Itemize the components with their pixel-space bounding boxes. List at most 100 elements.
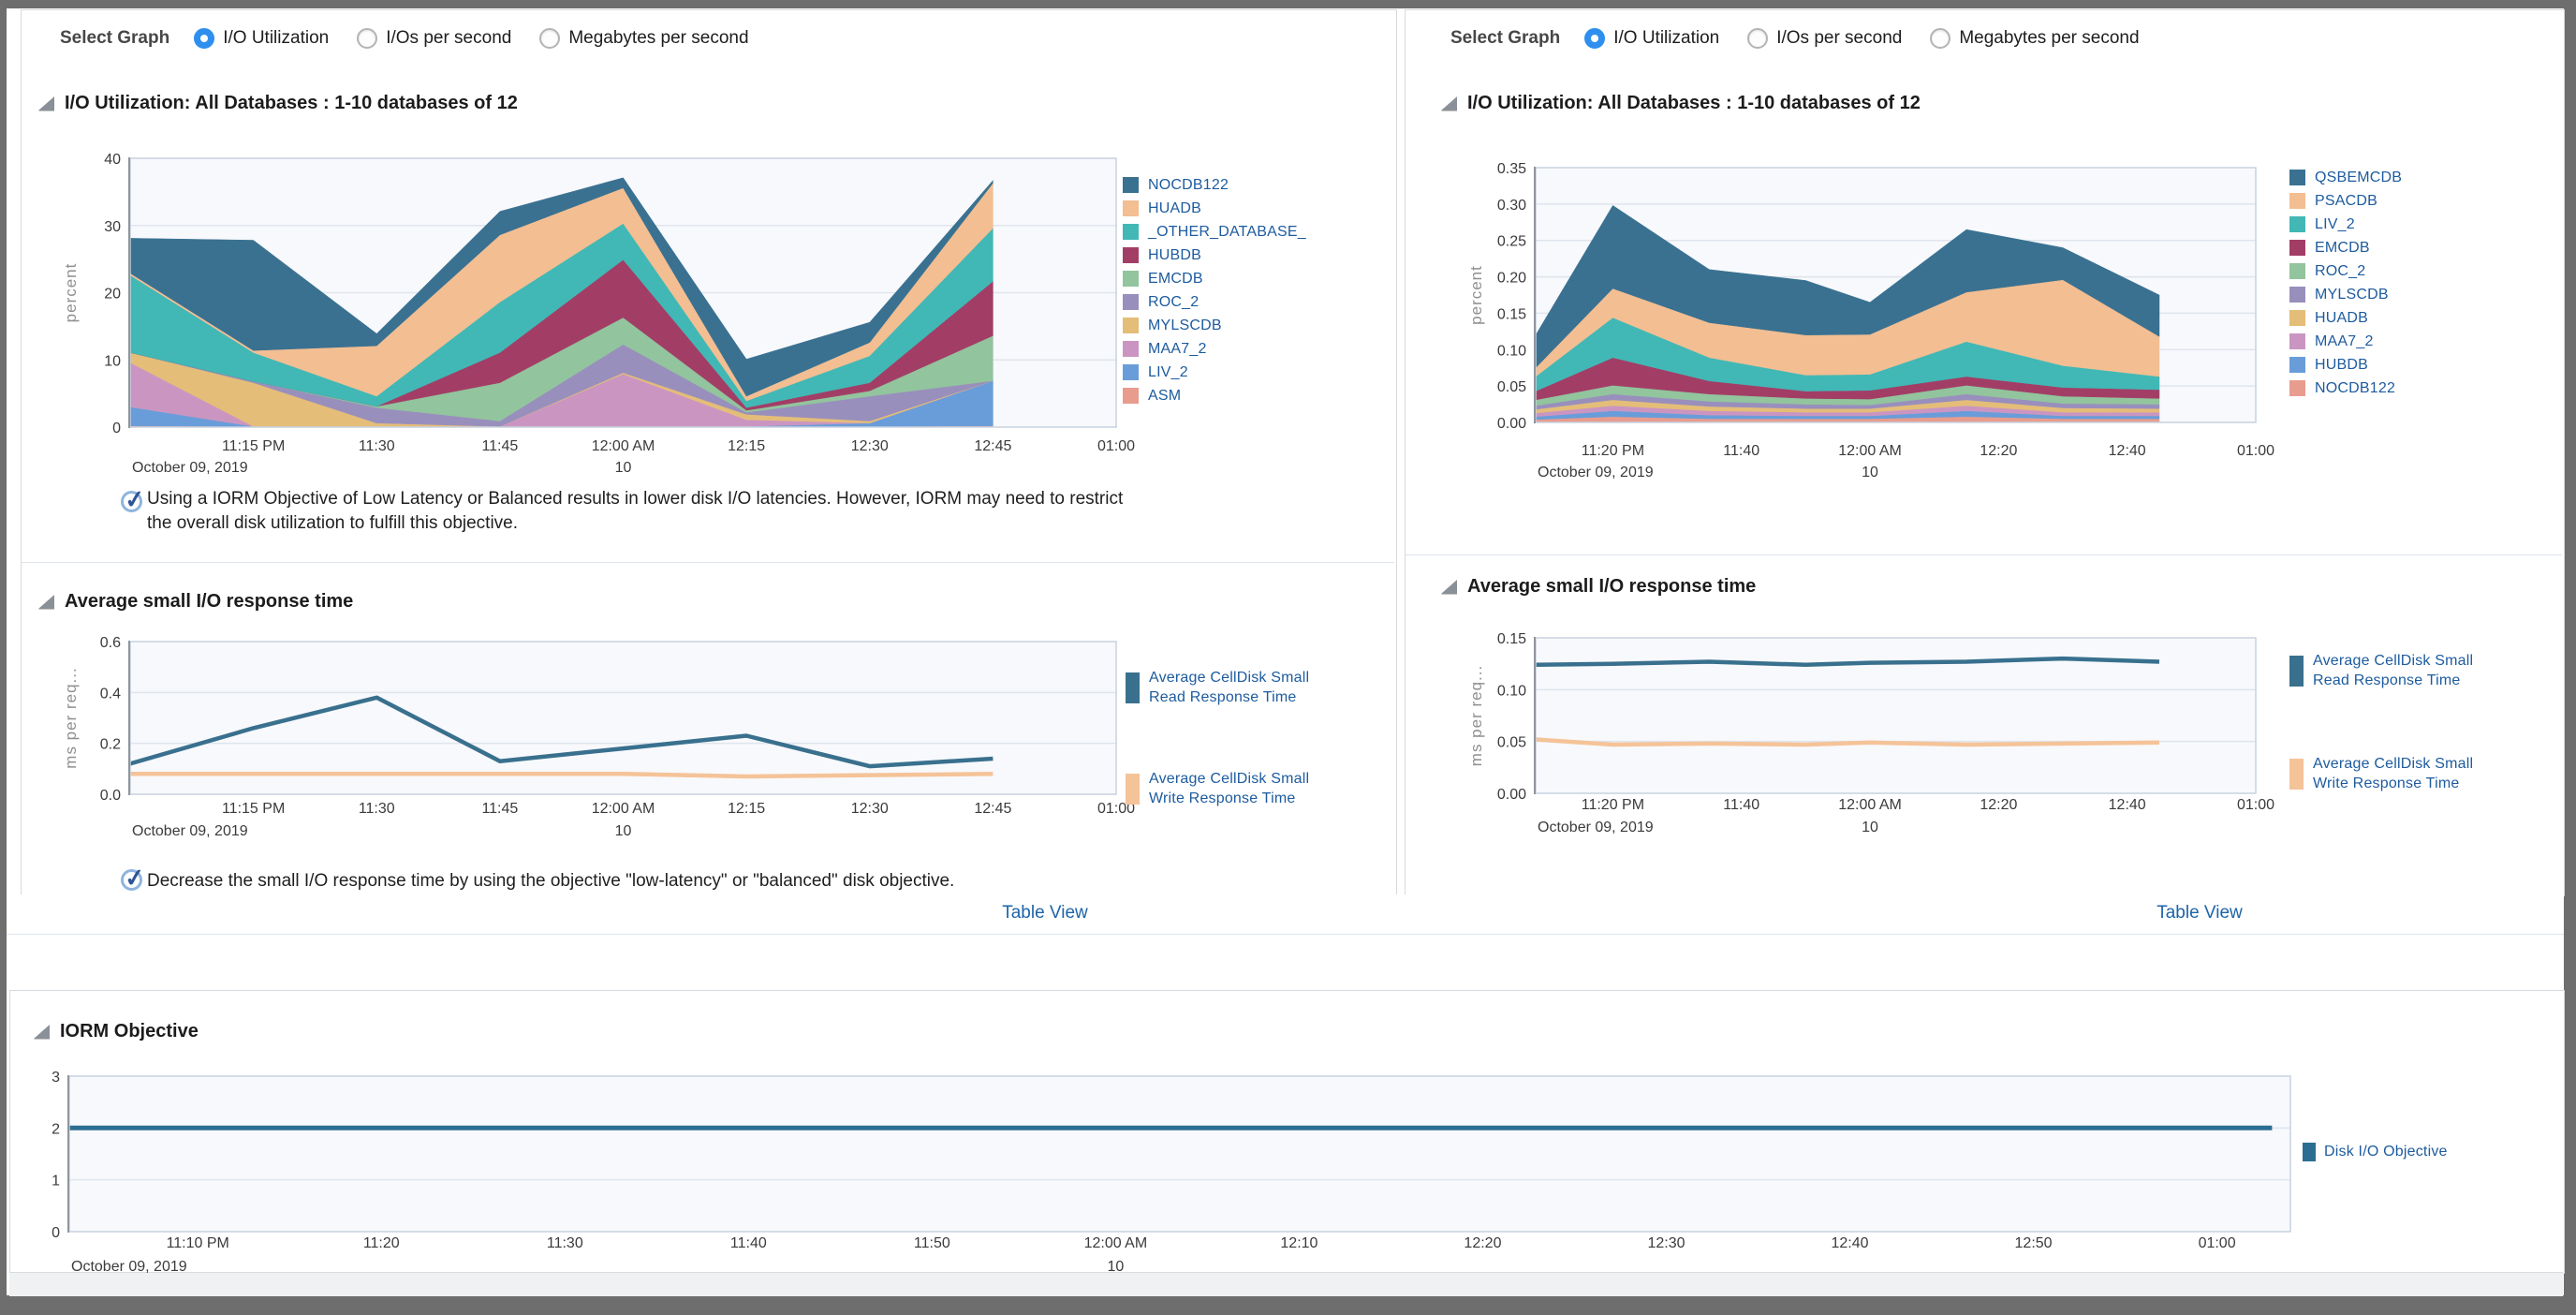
line-series-Average CellDisk Small Read Response Time (129, 695, 994, 769)
radio-label[interactable]: Megabytes per second (1959, 28, 2140, 48)
legend-swatch-icon (1123, 177, 1139, 193)
table-view-strip: Table View Table View (7, 894, 2564, 935)
x-tick-label: 12:30 (1647, 1235, 1685, 1251)
legend-swatch-icon (2289, 216, 2305, 232)
collapse-triangle-icon[interactable] (38, 595, 54, 609)
y-tick-label: 20 (104, 287, 121, 303)
radio-ios-per-second[interactable]: I/Os per second (1747, 28, 1902, 49)
y-tick-label: 0.10 (1497, 683, 1526, 699)
y-tick-label: 2 (52, 1121, 60, 1137)
y-tick-label: 0.20 (1497, 271, 1526, 287)
line-series-Average CellDisk Small Write Response Time (1535, 737, 2160, 747)
radio-label[interactable]: I/O Utilization (1613, 28, 1720, 48)
radio-megabytes-per-second[interactable]: Megabytes per second (539, 28, 749, 49)
date-label: October 09, 2019 (132, 823, 248, 839)
legend-item-QSBEMCDB: QSBEMCDB (2289, 166, 2402, 189)
collapse-triangle-icon[interactable] (38, 96, 54, 111)
section-divider (22, 562, 1394, 563)
section-header-io-utilization: I/O Utilization: All Databases : 1-10 da… (38, 93, 518, 114)
legend-item-LIV_2: LIV_2 (1123, 361, 1306, 384)
left_util-legend: NOCDB122 HUADB _OTHER_DATABASE_ HUBDB EMCDB R… (1123, 173, 1306, 407)
select-graph-label: Select Graph (1450, 28, 1561, 48)
legend-item-HUADB: HUADB (1123, 197, 1306, 220)
collapse-triangle-icon[interactable] (1441, 580, 1457, 594)
radio-io-utilization[interactable]: I/O Utilization (194, 28, 329, 49)
legend-item-PSACDB: PSACDB (2289, 189, 2402, 213)
legend-label: Average CellDisk Small Read Response Time (1149, 670, 1310, 705)
legend-swatch-icon (1123, 318, 1139, 333)
x-tick-label: 12:00 AM (592, 801, 655, 817)
legend-label: _OTHER_DATABASE_ (1148, 223, 1306, 240)
advisory-message-response: Decrease the small I/O response time by … (147, 871, 955, 891)
radio-ios-per-second[interactable]: I/Os per second (357, 28, 511, 49)
x-tick-label: 12:15 (728, 801, 765, 817)
radio-label[interactable]: Megabytes per second (568, 28, 749, 48)
legend-swatch-icon (2289, 170, 2305, 185)
y-tick-label: 0.15 (1497, 631, 1526, 647)
section-title: Average small I/O response time (1467, 576, 1757, 597)
collapse-triangle-icon[interactable] (34, 1025, 50, 1039)
legend-swatch-icon (2289, 263, 2305, 279)
horizontal-scrollbar-track[interactable] (9, 1272, 2563, 1296)
legend-swatch-icon (2289, 287, 2305, 303)
legend-item-Average CellDisk Small Read Response Time: Average CellDisk Small Read Response Time (2289, 651, 2473, 690)
radio-label[interactable]: I/Os per second (386, 28, 512, 48)
y-tick-label: 0 (52, 1225, 60, 1241)
legend-label: NOCDB122 (1148, 176, 1229, 193)
y-tick-label: 10 (104, 353, 121, 369)
date-label: October 09, 2019 (1538, 820, 1654, 835)
x-tick-label: 12:00 AM (1084, 1235, 1148, 1251)
legend-item-MYLSCDB: MYLSCDB (2289, 283, 2402, 306)
x-tick-label: 12:20 (1980, 443, 2017, 459)
radio-selected-icon[interactable] (1584, 28, 1606, 49)
y-axis-title: percent (1467, 265, 1485, 325)
radio-megabytes-per-second[interactable]: Megabytes per second (1930, 28, 2140, 49)
legend-item-Average CellDisk Small Read Response Time: Average CellDisk Small Read Response Time (1126, 668, 1309, 707)
radio-io-utilization[interactable]: I/O Utilization (1584, 28, 1719, 49)
y-tick-label: 0.05 (1497, 735, 1526, 751)
radio-label[interactable]: I/O Utilization (223, 28, 330, 48)
x-tick-label: 11:20 PM (1582, 797, 1644, 813)
legend-swatch-icon (1123, 388, 1139, 404)
x-tick-label: 11:40 (1723, 443, 1759, 459)
legend-label: MYLSCDB (2315, 286, 2389, 303)
radio-label[interactable]: I/Os per second (1776, 28, 1903, 48)
legend-label: Average CellDisk Small Write Response Tim… (1149, 771, 1310, 806)
radio-unselected-icon[interactable] (539, 28, 561, 49)
y-axis-title: ms per req... (1467, 665, 1485, 766)
y-tick-label: 40 (104, 152, 121, 168)
x-tick-label: 01:00 (1097, 438, 1135, 454)
y-tick-label: 0.00 (1497, 787, 1526, 803)
x-tick-label: 01:00 (1097, 801, 1135, 817)
x-tick-label: 11:30 (359, 801, 395, 817)
legend-item-Disk I/O Objective: Disk I/O Objective (2303, 1142, 2448, 1161)
radio-selected-icon[interactable] (194, 28, 215, 49)
table-view-link-right[interactable]: Table View (2156, 903, 2243, 923)
legend-label: MAA7_2 (2315, 332, 2374, 349)
x-tick-label: 01:00 (2237, 443, 2274, 459)
legend-swatch-icon (2289, 333, 2305, 349)
legend-label: QSBEMCDB (2315, 169, 2403, 185)
day-label: 10 (615, 460, 632, 476)
section-header-iorm-objective: IORM Objective (34, 1021, 199, 1042)
x-tick-label: 01:00 (2237, 797, 2274, 813)
legend-label: MYLSCDB (1148, 317, 1222, 333)
x-tick-label: 12:10 (1280, 1235, 1317, 1251)
y-tick-label: 0.30 (1497, 198, 1526, 214)
legend-swatch-icon (2289, 758, 2304, 790)
radio-unselected-icon[interactable] (1747, 28, 1769, 49)
x-tick-label: 12:20 (1464, 1235, 1501, 1251)
table-view-link-left[interactable]: Table View (1002, 903, 1088, 923)
radio-unselected-icon[interactable] (357, 28, 378, 49)
legend-swatch-icon (1123, 224, 1139, 240)
x-tick-label: 11:40 (1723, 797, 1759, 813)
x-tick-label: 11:15 PM (222, 438, 285, 454)
legend-item-NOCDB122: NOCDB122 (1123, 173, 1306, 197)
y-tick-label: 30 (104, 219, 121, 235)
collapse-triangle-icon[interactable] (1441, 96, 1457, 111)
legend-label: LIV_2 (2315, 215, 2355, 232)
radio-unselected-icon[interactable] (1930, 28, 1951, 49)
y-tick-label: 0.35 (1497, 161, 1526, 177)
legend-swatch-icon (2303, 1142, 2316, 1161)
legend-swatch-icon (1123, 271, 1139, 287)
